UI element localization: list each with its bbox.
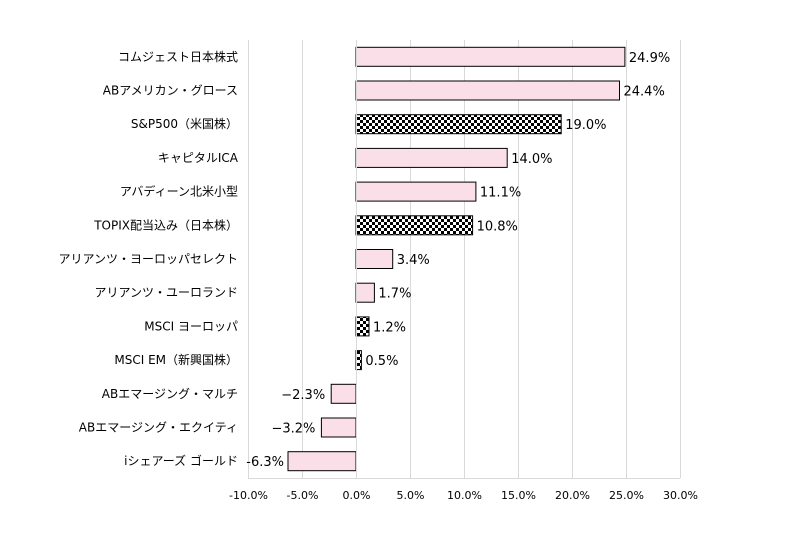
axes: -10.0% -5.0% 0.0% 5.0% 10.0% 15.0% 20.0% 25.0% 3… (229, 40, 698, 502)
x-tick-label: 30.0% (663, 489, 698, 502)
value-label: 1.2% (373, 320, 406, 335)
value-label: 10.8% (477, 219, 518, 234)
value-label: 19.0% (565, 118, 606, 133)
bar (320, 417, 357, 438)
value-label: −2.3% (281, 388, 325, 403)
category-label: ABアメリカン・グロース (103, 84, 238, 98)
labels: コムジェスト日本株式 24.9% ABアメリカン・グロース 24.4% S&P500（米… (58, 49, 670, 470)
bar (287, 451, 357, 472)
category-label: アリアンツ・ヨーロッパセレクト (58, 252, 238, 266)
bar (355, 80, 620, 101)
category-label: S&P500（米国株） (131, 116, 238, 131)
value-label: 14.0% (511, 152, 552, 167)
category-label: コムジェスト日本株式 (118, 49, 238, 64)
value-label: 11.1% (480, 186, 521, 201)
x-tick-label: 5.0% (397, 489, 425, 502)
category-label: ABエマージング・エクイティ (79, 421, 238, 435)
x-tick-label: 0.0% (343, 489, 371, 502)
category-label: ABエマージング・マルチ (102, 387, 238, 401)
x-tick-label: 10.0% (447, 489, 482, 502)
value-label: −3.2% (271, 422, 315, 437)
category-label: アバディーン北米小型 (120, 184, 238, 199)
value-label: 1.7% (378, 287, 411, 302)
bar (355, 249, 394, 269)
category-label: TOPIX配当込み（日本株） (93, 217, 238, 232)
value-label: 3.4% (397, 253, 430, 268)
x-tick-label: 25.0% (609, 489, 644, 502)
bars (287, 46, 626, 472)
category-label: MSCI EM（新興国株） (114, 352, 238, 367)
bar (355, 215, 474, 236)
bar (355, 282, 375, 303)
value-label: 24.4% (624, 85, 665, 100)
value-label: 0.5% (365, 354, 398, 369)
bar (355, 147, 508, 168)
bar (330, 383, 357, 404)
category-label: MSCI ヨーロッパ (144, 319, 238, 333)
bar (355, 46, 626, 67)
x-tick-label: -10.0% (229, 489, 268, 502)
bar (355, 114, 562, 135)
value-label: 24.9% (629, 51, 670, 66)
x-tick-label: -5.0% (287, 489, 319, 502)
x-tick-label: 20.0% (555, 489, 590, 502)
grid-lines (248, 40, 681, 478)
bar (355, 316, 370, 337)
category-label: キャピタルICA (158, 151, 239, 165)
bar (355, 181, 477, 202)
category-label: アリアンツ・ユーロランド (94, 286, 238, 300)
value-label: -6.3% (246, 455, 284, 470)
category-label: iシェアーズ ゴールド (124, 453, 238, 468)
x-tick-label: 15.0% (501, 489, 536, 502)
